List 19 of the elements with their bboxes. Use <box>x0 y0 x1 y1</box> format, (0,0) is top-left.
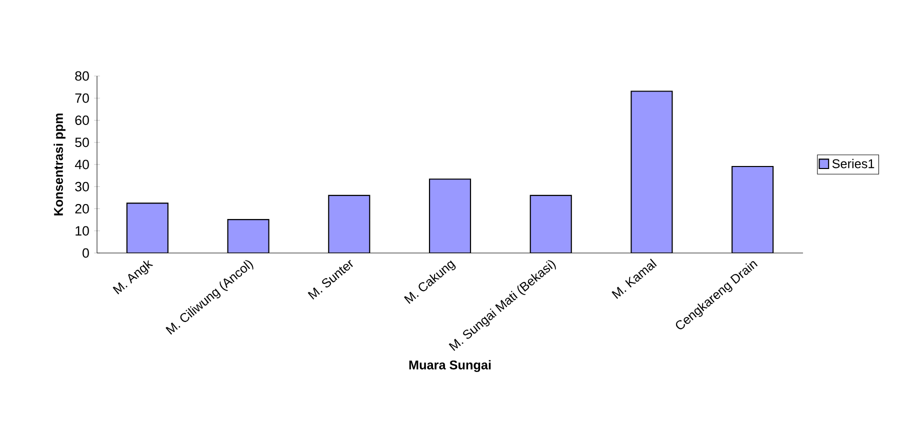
bar <box>530 194 572 253</box>
bar <box>227 219 270 253</box>
y-tick-label: 30 <box>75 182 89 192</box>
y-tick-label: 40 <box>74 160 89 170</box>
bar <box>328 194 370 253</box>
bar <box>630 90 673 253</box>
y-tick-label: 10 <box>76 226 89 236</box>
y-tick-label: 50 <box>75 138 89 148</box>
y-axis-title: Konsentrasi ppm <box>54 114 66 216</box>
x-axis-title: Muara Sungai <box>409 360 491 372</box>
y-tick-label: 0 <box>82 248 89 258</box>
legend-label: Series1 <box>832 158 874 168</box>
bar <box>428 178 472 253</box>
y-tick-label: 60 <box>75 116 89 125</box>
bar <box>732 166 774 253</box>
bar <box>126 202 168 253</box>
y-tick-label: 70 <box>75 93 89 103</box>
y-tick-label: 80 <box>75 71 89 81</box>
y-tick-label: 20 <box>75 204 89 214</box>
